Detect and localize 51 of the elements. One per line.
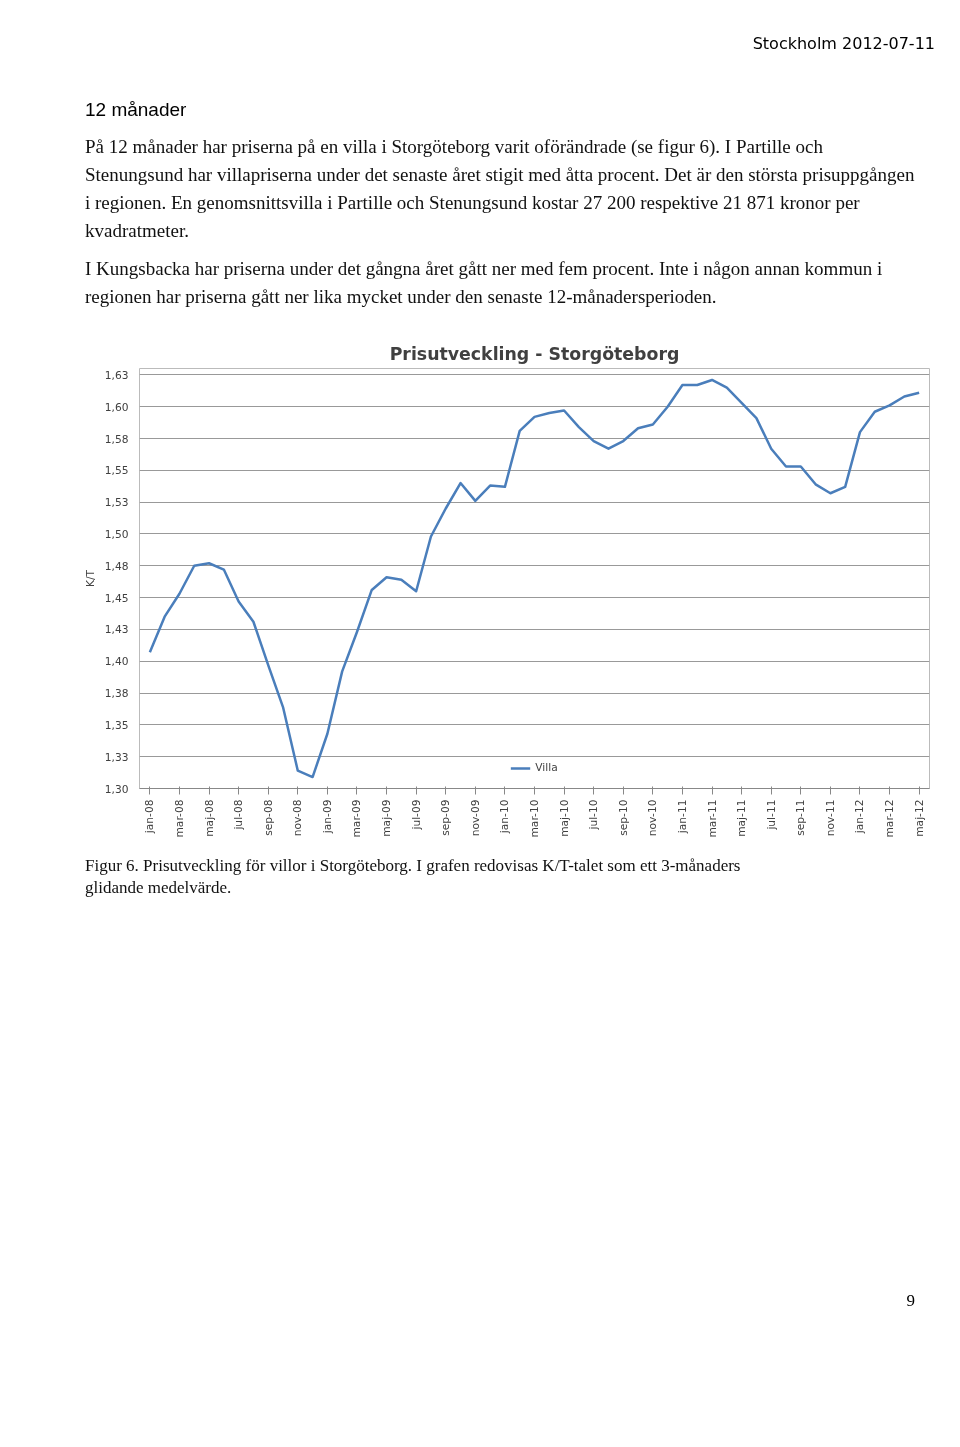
text: I Kungsbacka har priserna under det gångna året gått ner med fem procent. Inte i någon annan kommun i regionen har priserna gått ner lika mycket under den senaste 12-månadersperioden. xyxy=(85,257,884,309)
y-tick-label: 1,38 xyxy=(104,687,129,701)
x-tick-label: jan-09 xyxy=(320,799,334,835)
y-tick-label: 1,53 xyxy=(104,496,129,510)
x-tick-label: sep-10 xyxy=(616,799,630,836)
text: 9 xyxy=(906,1290,915,1312)
x-tick-label: sep-09 xyxy=(439,799,453,836)
x-tick-label: maj-08 xyxy=(202,799,216,837)
y-tick-label: 1,43 xyxy=(104,623,129,637)
x-tick-label: jan-12 xyxy=(853,799,867,835)
x-tick-label: sep-11 xyxy=(794,799,808,836)
y-tick-label: 1,63 xyxy=(104,368,129,382)
y-tick-label: 1,55 xyxy=(104,464,129,478)
x-tick-label: jul-11 xyxy=(764,799,778,831)
x-tick-label: nov-08 xyxy=(291,799,305,837)
y-tick-label: 1,58 xyxy=(104,432,129,446)
x-tick-label: jul-10 xyxy=(587,799,601,831)
text: 12 månader xyxy=(85,97,187,122)
chart-title: Prisutveckling - Storgöteborg xyxy=(389,343,680,364)
y-tick-label: 1,40 xyxy=(104,655,129,669)
x-tick-label: nov-09 xyxy=(468,799,482,837)
text: Stockholm 2012-07-11 xyxy=(752,33,935,55)
y-axis-title: K/T xyxy=(83,569,97,588)
line-series xyxy=(148,378,921,779)
x-tick-label: sep-08 xyxy=(261,799,275,836)
x-tick-label: mar-10 xyxy=(528,799,541,838)
legend-label: Villa xyxy=(535,761,558,775)
x-tick-label: jan-10 xyxy=(498,799,512,835)
x-tick-label: jul-08 xyxy=(232,799,246,831)
y-tick-label: 1,50 xyxy=(104,527,129,541)
y-tick-label: 1,33 xyxy=(104,750,129,764)
x-tick-label: mar-09 xyxy=(350,799,364,838)
y-tick-label: 1,60 xyxy=(104,400,129,414)
x-tick-label: nov-10 xyxy=(646,799,660,837)
y-tick-label: 1,45 xyxy=(104,591,129,605)
x-tick-label: mar-12 xyxy=(883,799,897,838)
text: På 12 månader har priserna på en villa i Storgöteborg varit oförändrade (se figur 6). I Partille och Stenungsund har villapriserna under det senaste året stigit med åtta procent. Det är den största prisuppgången i regionen. En genomsnittsvilla i Partille och Stenungsund kostar 27 200 respektive 21 871 kronor per kvadratmeter. xyxy=(85,135,915,243)
x-tick-label: nov-11 xyxy=(823,799,837,837)
text: Figur 6. Prisutveckling för villor i Storgöteborg. I grafen redovisas K/T-talet som ett 3-månaders glidande medelvärde. xyxy=(85,855,742,899)
x-tick-label: maj-09 xyxy=(380,799,394,837)
x-tick-label: maj-12 xyxy=(912,799,926,837)
x-tick-label: jan-08 xyxy=(143,799,157,835)
x-tick-label: maj-10 xyxy=(557,799,571,837)
y-tick-label: 1,35 xyxy=(104,718,129,732)
y-tick-label: 1,48 xyxy=(104,559,129,573)
x-tick-label: mar-11 xyxy=(705,799,719,838)
x-tick-label: mar-08 xyxy=(172,799,186,838)
x-tick-label: maj-11 xyxy=(735,799,749,837)
x-tick-label: jul-09 xyxy=(409,799,423,831)
x-tick-label: jan-11 xyxy=(675,799,689,835)
y-tick-label: 1,30 xyxy=(104,782,129,796)
